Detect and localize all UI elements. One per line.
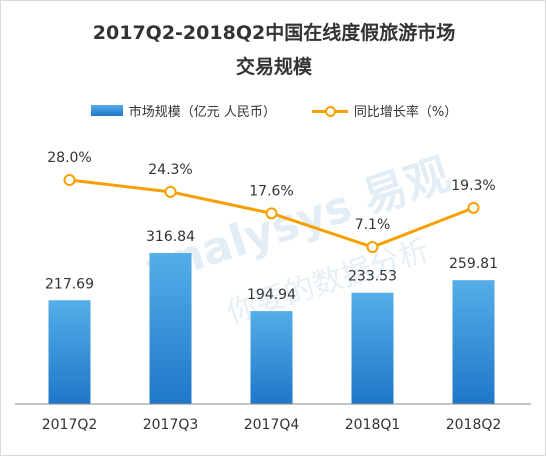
growth-point (366, 241, 379, 253)
x-tick-label: 2018Q2 (446, 417, 502, 433)
legend-bar-swatch (90, 105, 123, 116)
bar (149, 253, 192, 404)
legend-bar-label: 市场规模（亿元 人民币） (128, 105, 276, 120)
legend-line-label: 同比增长率（%） (353, 105, 458, 120)
growth-point (164, 185, 177, 198)
growth-point (467, 201, 480, 214)
growth-point (265, 207, 278, 220)
legend-item-line: 同比增长率（%） (311, 101, 458, 120)
bar-value-label: 316.84 (146, 229, 195, 245)
growth-value-label: 24.3% (148, 162, 192, 178)
x-tick-label: 2017Q4 (244, 417, 300, 433)
growth-value-label: 17.6% (249, 183, 293, 199)
bar (48, 300, 91, 404)
chart-title-line2: 交易规模 (235, 56, 312, 78)
bar-value-label: 259.81 (449, 256, 498, 272)
growth-value-label: 28.0% (47, 150, 91, 166)
growth-point (63, 174, 76, 186)
legend-item-bar: 市场规模（亿元 人民币） (90, 101, 276, 120)
x-tick-label: 2017Q2 (42, 417, 98, 433)
x-tick-label: 2017Q3 (143, 417, 199, 433)
bar (351, 292, 394, 404)
legend: 市场规模（亿元 人民币） 同比增长率（%） (1, 101, 546, 120)
x-tick-label: 2018Q1 (345, 417, 401, 433)
bar-value-label: 233.53 (348, 269, 397, 285)
bar (250, 311, 293, 404)
chart-title-line1: 2017Q2-2018Q2中国在线度假旅游市场 (92, 22, 456, 44)
growth-value-label: 7.1% (355, 217, 391, 233)
growth-value-label: 19.3% (451, 178, 495, 194)
bar-value-label: 217.69 (45, 276, 94, 292)
legend-line-swatch (311, 105, 348, 117)
bar (452, 280, 495, 404)
bar-value-label: 194.94 (247, 287, 296, 303)
